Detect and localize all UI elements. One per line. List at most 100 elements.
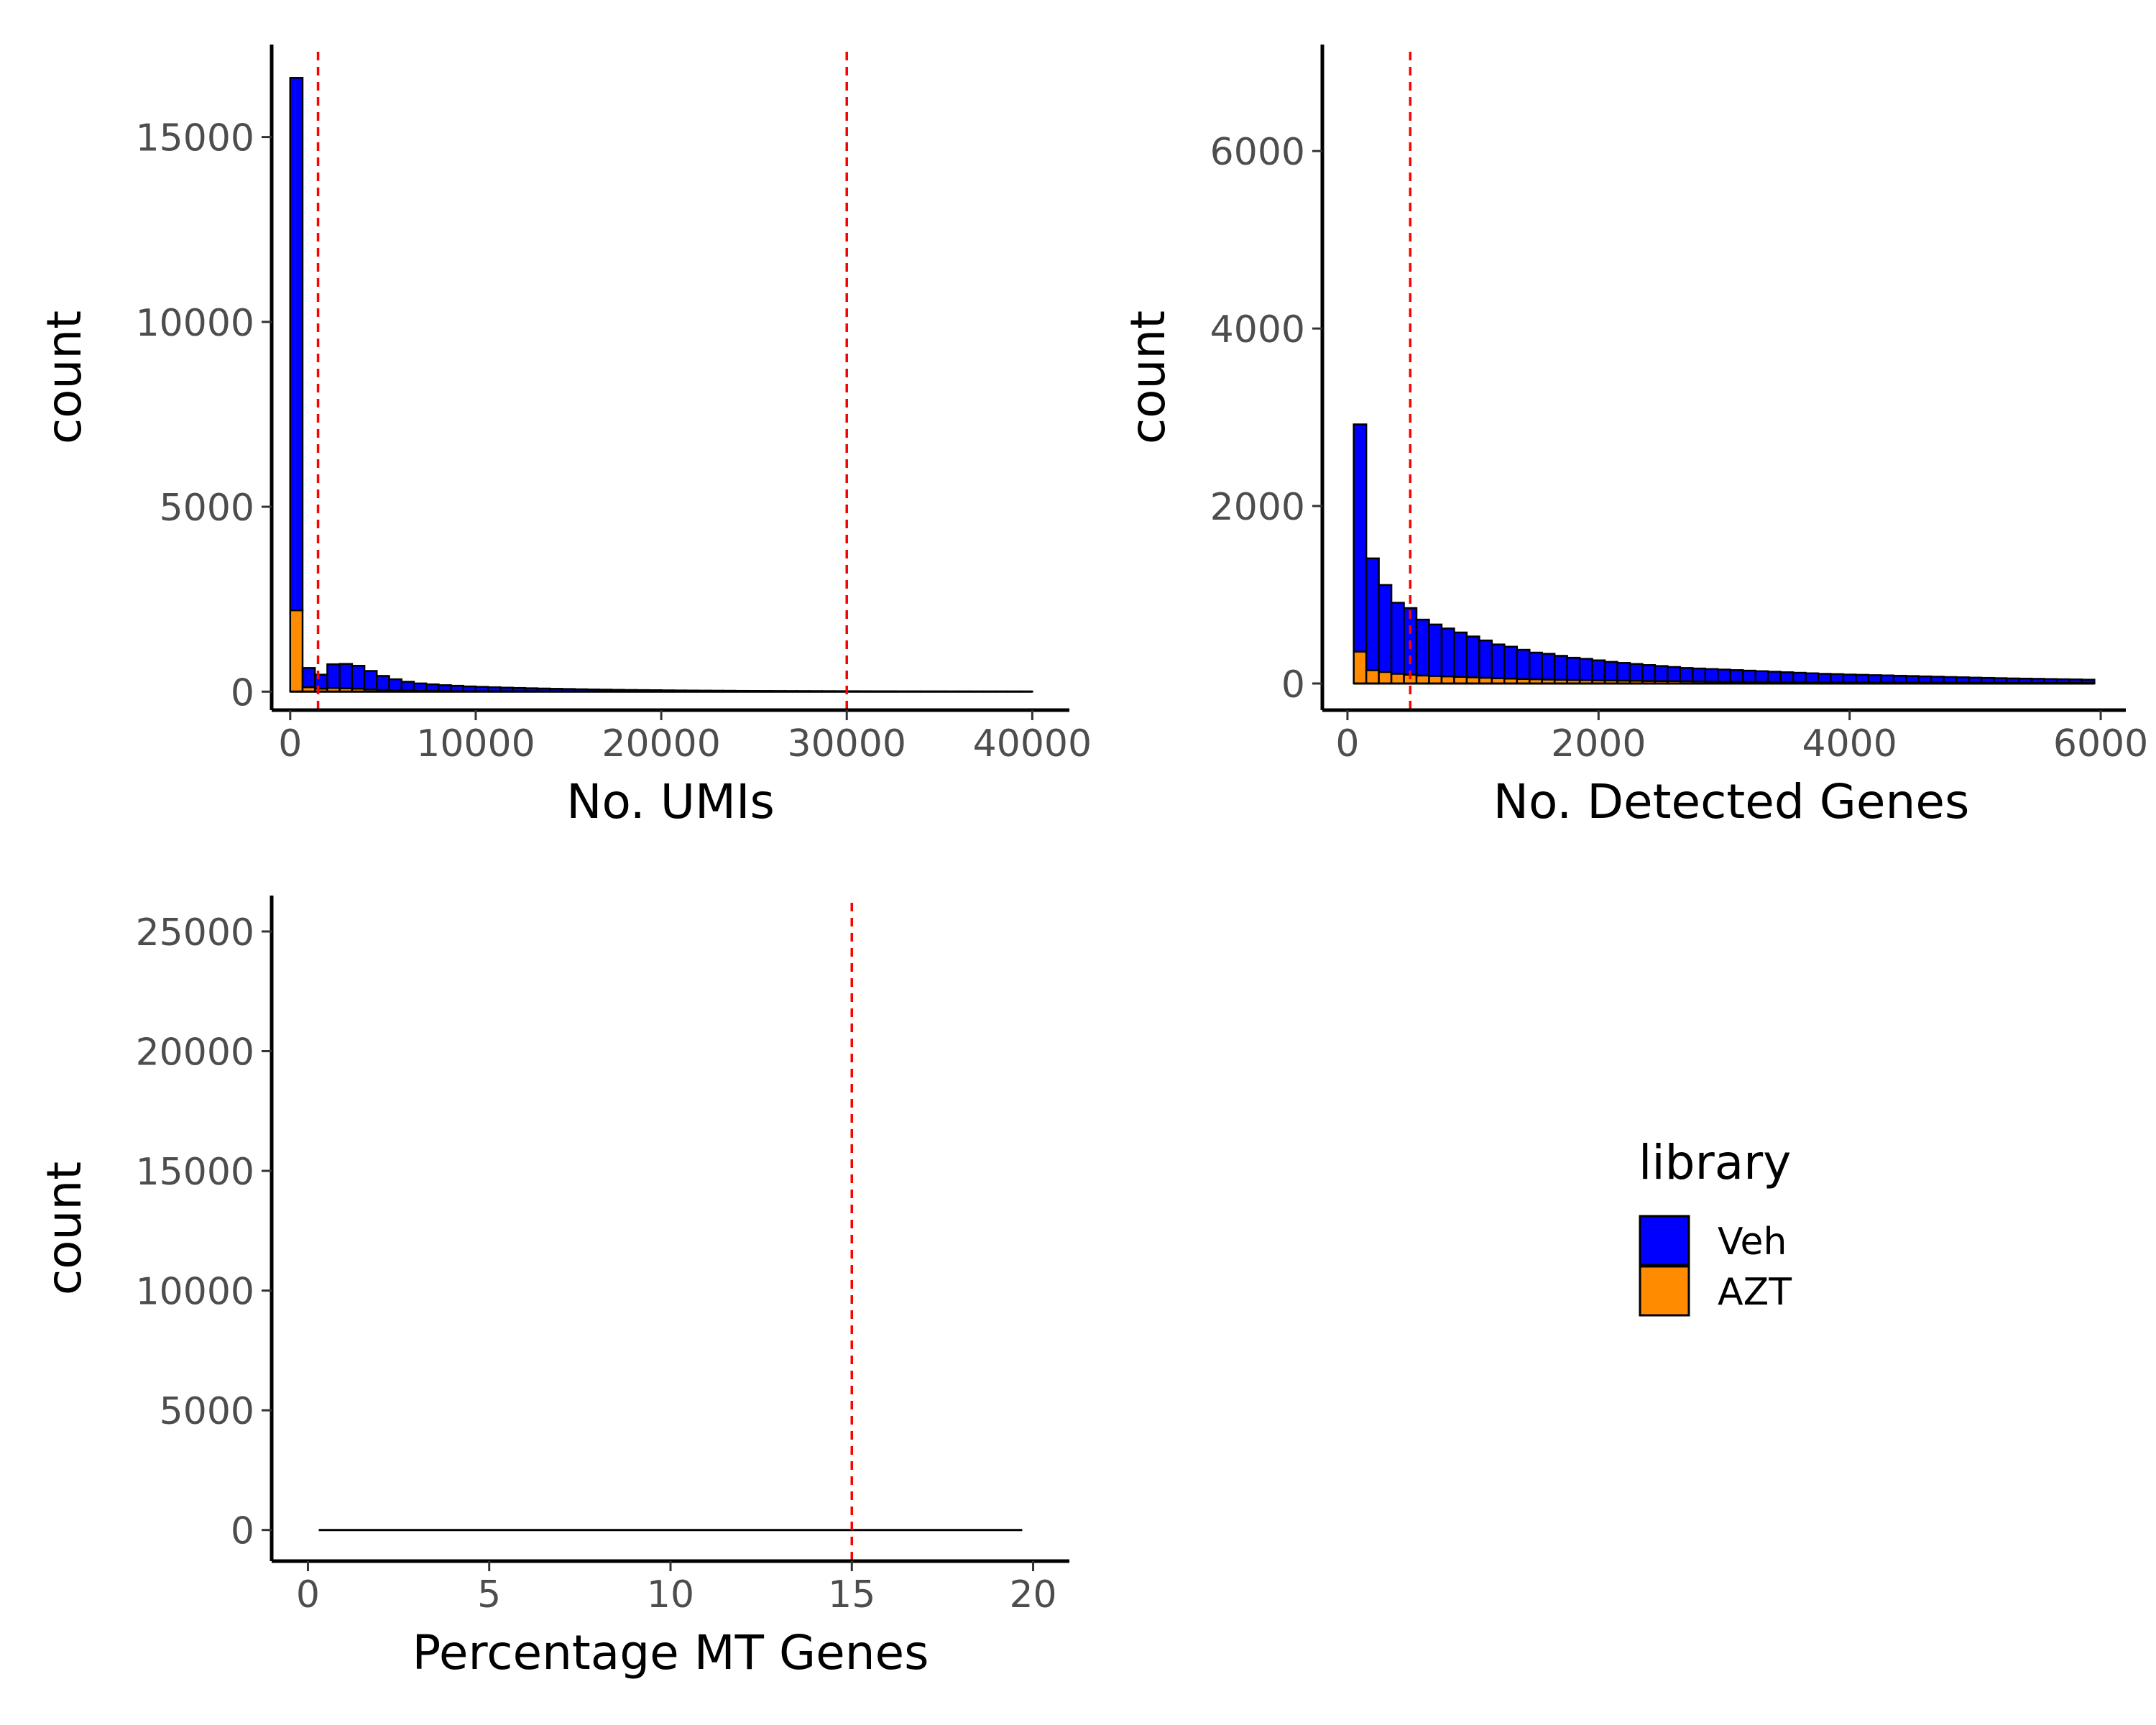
legend-title: library xyxy=(1639,1135,1791,1190)
umi-bar-veh xyxy=(450,684,464,692)
genes-bar-azt xyxy=(1428,675,1443,685)
genes-y-tick-label: 4000 xyxy=(1210,308,1305,351)
mt-x-tick-label: 0 xyxy=(296,1573,320,1616)
genes-bar-veh xyxy=(1491,643,1506,679)
genes-y-tick-label: 0 xyxy=(1281,663,1305,707)
genes-bar-veh xyxy=(1378,584,1393,673)
legend-swatch-veh xyxy=(1639,1215,1690,1266)
umi-bar-veh xyxy=(289,77,304,612)
genes-bar-veh xyxy=(1591,659,1606,681)
genes-bar-veh xyxy=(1955,676,1970,684)
genes-bar-veh xyxy=(1541,653,1556,681)
genes-bar-veh xyxy=(1905,675,1920,684)
umi-x-tick-label: 10000 xyxy=(416,722,535,765)
umi-bar-veh xyxy=(363,670,378,691)
umi-bar-veh xyxy=(438,684,452,692)
genes-bar-veh xyxy=(2055,678,2070,684)
umi-bar-veh xyxy=(351,665,366,690)
mt-x-tick-label: 15 xyxy=(828,1573,875,1616)
mt-y-tick-label: 20000 xyxy=(136,1031,254,1075)
mt-percentage-histogram-panel: 0 5 10 15 20 0 5000 10000 15000 20000 25000 Percent… xyxy=(37,896,1069,1680)
genes-bar-veh xyxy=(1465,635,1480,678)
umi-bar-veh xyxy=(462,685,477,692)
genes-bar-veh xyxy=(1993,677,2008,684)
genes-x-tick-label: 2000 xyxy=(1551,722,1646,765)
genes-bar-veh xyxy=(1880,674,1895,684)
genes-bar-veh xyxy=(1353,423,1368,653)
umi-y-axis-title: count xyxy=(37,310,92,444)
genes-bar-veh xyxy=(1779,671,1795,684)
genes-bar-veh xyxy=(1628,663,1644,682)
genes-bar-veh xyxy=(1390,602,1405,675)
genes-bar-veh xyxy=(1516,648,1531,681)
umi-x-tick-label: 0 xyxy=(278,722,302,765)
genes-bar-veh xyxy=(1553,655,1568,681)
genes-bar-veh xyxy=(2005,677,2020,684)
genes-bar-veh xyxy=(1980,676,1995,684)
genes-bar-azt xyxy=(1378,671,1393,685)
genes-x-axis-title: No. Detected Genes xyxy=(1493,774,1970,829)
genes-bar-veh xyxy=(1478,639,1493,679)
genes-bar-veh xyxy=(1717,668,1731,683)
umi-x-tick-label: 30000 xyxy=(788,722,906,765)
genes-bar-veh xyxy=(2043,678,2058,684)
genes-x-tick-label: 6000 xyxy=(2053,722,2148,765)
genes-bar-veh xyxy=(1917,675,1932,684)
mt-x-tick-label: 10 xyxy=(647,1573,694,1616)
umi-bar-veh xyxy=(338,663,354,689)
umi-y-tick-label: 0 xyxy=(231,671,254,714)
genes-bar-veh xyxy=(1654,665,1669,682)
umi-bar-veh xyxy=(425,683,440,692)
mt-y-tick-label: 25000 xyxy=(136,911,254,954)
legend-label-veh: Veh xyxy=(1718,1220,1787,1264)
genes-bar-veh xyxy=(1729,669,1744,683)
umi-x-axis-title: No. UMIs xyxy=(566,774,775,829)
genes-bar-veh xyxy=(1855,673,1870,684)
detected-genes-histogram-panel: 0 2000 4000 6000 0 2000 4000 6000 No. Detected G… xyxy=(1120,45,2148,829)
legend-label-azt: AZT xyxy=(1718,1271,1792,1314)
genes-bar-veh xyxy=(1528,651,1543,681)
genes-bar-veh xyxy=(1830,673,1845,684)
mt-y-tick-label: 0 xyxy=(231,1510,254,1553)
genes-bar-veh xyxy=(1440,627,1455,678)
genes-bar-veh xyxy=(1792,671,1807,684)
umi-bar-veh xyxy=(301,667,316,689)
genes-bar-veh xyxy=(1930,676,1945,684)
umi-bar-veh xyxy=(376,675,390,691)
umi-bar-veh xyxy=(326,663,341,689)
legend: library Veh AZT xyxy=(1639,1135,1792,1317)
umi-x-tick-label: 40000 xyxy=(973,722,1092,765)
mt-x-tick-label: 20 xyxy=(1009,1573,1056,1616)
genes-y-axis-title: count xyxy=(1120,310,1176,444)
umi-y-tick-label: 10000 xyxy=(136,302,254,345)
genes-bar-veh xyxy=(1817,673,1832,684)
genes-bar-veh xyxy=(1692,667,1707,683)
genes-bar-veh xyxy=(1754,670,1769,683)
genes-bar-veh xyxy=(1415,618,1430,677)
mt-x-axis-title: Percentage MT Genes xyxy=(412,1625,929,1680)
mt-y-tick-label: 15000 xyxy=(136,1151,254,1194)
genes-bar-veh xyxy=(1805,672,1820,684)
genes-bar-veh xyxy=(1704,668,1719,683)
umi-bar-veh xyxy=(400,681,415,692)
genes-bar-veh xyxy=(1365,557,1380,671)
genes-bar-veh xyxy=(1867,674,1882,684)
mt-x-tick-label: 5 xyxy=(477,1573,501,1616)
genes-y-tick-label: 6000 xyxy=(1210,131,1305,174)
genes-bar-azt xyxy=(1390,673,1405,685)
umi-y-tick-label: 5000 xyxy=(160,487,254,530)
genes-bar-azt xyxy=(1353,650,1368,685)
genes-bar-veh xyxy=(1842,673,1857,684)
umi-histogram-panel: 0 10000 20000 30000 40000 0 5000 10000 15000 No. … xyxy=(37,45,1092,829)
genes-x-tick-label: 0 xyxy=(1335,722,1359,765)
umi-x-tick-label: 20000 xyxy=(602,722,720,765)
genes-bar-veh xyxy=(1968,676,1983,684)
mt-y-axis-title: count xyxy=(37,1162,92,1295)
genes-bar-azt xyxy=(1365,669,1380,685)
genes-bar-veh xyxy=(2018,677,2033,684)
genes-x-tick-label: 4000 xyxy=(1802,722,1897,765)
legend-swatch-azt xyxy=(1639,1265,1690,1317)
umi-bar-veh xyxy=(388,678,402,691)
genes-bar-veh xyxy=(1578,658,1593,681)
